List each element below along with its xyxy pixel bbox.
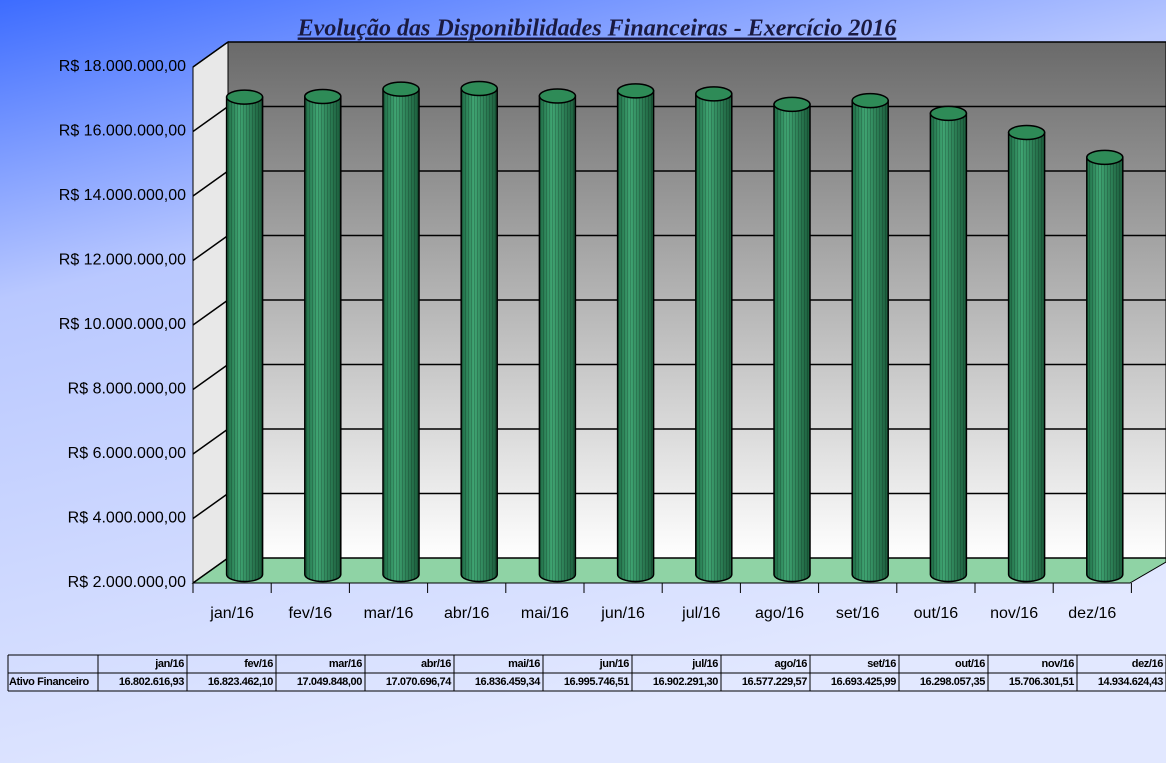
y-tick-label: R$ 10.000.000,00: [59, 316, 186, 333]
bar-top: [225, 89, 264, 105]
table-header: jun/16: [599, 658, 630, 670]
x-tick-label: jun/16: [600, 605, 645, 622]
table-row-label: Ativo Financeiro: [9, 676, 89, 688]
table-header: mar/16: [329, 658, 362, 670]
x-tick-label: set/16: [836, 605, 880, 622]
bar-top: [460, 80, 498, 97]
y-tick-label: R$ 16.000.000,00: [59, 123, 186, 140]
y-tick-label: R$ 8.000.000,00: [68, 381, 186, 398]
bar-stripes: [774, 104, 810, 582]
bar-stripes: [1008, 132, 1045, 582]
table-header: jan/16: [154, 658, 184, 670]
grid-line-side: [192, 234, 229, 262]
grid-line-side: [192, 428, 229, 455]
x-tick-label: nov/16: [990, 605, 1038, 622]
x-tick-label: dez/16: [1068, 605, 1116, 622]
bar-stripes: [617, 90, 654, 582]
bar-stripes: [1086, 157, 1123, 582]
bar-stripes: [304, 96, 341, 582]
grid-line-side: [192, 299, 229, 326]
table-header: fev/16: [244, 658, 273, 670]
table-value: 16.836.459,34: [475, 676, 541, 688]
table-header: ago/16: [775, 658, 808, 670]
y-tick-label: R$ 18.000.000,00: [59, 58, 186, 75]
bar-top: [382, 81, 420, 97]
bar-stripes: [930, 113, 967, 582]
bar-top: [695, 86, 733, 102]
bar-stripes: [226, 97, 263, 582]
bar-top: [304, 88, 342, 105]
table-header: mai/16: [508, 658, 540, 670]
y-tick-label: R$ 2.000.000,00: [68, 574, 186, 591]
bar-top: [616, 83, 655, 99]
x-tick-label: mai/16: [521, 605, 569, 622]
table-value: 16.693.425,99: [831, 676, 896, 688]
table-value: 17.070.696,74: [386, 676, 452, 688]
bar-top: [1007, 124, 1046, 141]
table-header: abr/16: [421, 658, 451, 670]
table-value: 16.902.291,30: [653, 676, 718, 688]
table-header: out/16: [955, 658, 985, 670]
x-tick-label: out/16: [914, 605, 959, 622]
table-header: set/16: [867, 658, 896, 670]
bar-stripes: [383, 89, 419, 582]
y-tick-label: R$ 12.000.000,00: [59, 252, 186, 269]
table-value: 15.706.301,51: [1009, 676, 1074, 688]
table-value: 16.577.229,57: [742, 676, 807, 688]
x-tick-label: mar/16: [364, 605, 414, 622]
table-value: 14.934.624,43: [1098, 676, 1163, 688]
bar-top: [538, 88, 577, 104]
table-value: 16.298.057,35: [920, 676, 985, 688]
table-header: jul/16: [691, 658, 718, 670]
table-header: nov/16: [1042, 658, 1075, 670]
grid-line-side: [192, 105, 229, 133]
y-tick-label: R$ 4.000.000,00: [68, 510, 186, 527]
table-value: 16.823.462,10: [208, 676, 273, 688]
grid-line-side: [192, 363, 229, 391]
bar-stripes: [461, 88, 498, 582]
bar-stripes: [852, 100, 889, 582]
chart-title: Evolução das Disponibilidades Financeira…: [297, 16, 897, 42]
bar-top: [929, 105, 968, 122]
x-tick-label: jul/16: [681, 605, 720, 622]
bar-stripes: [539, 96, 576, 582]
grid-line-side: [192, 170, 229, 197]
grid-line-side: [192, 41, 229, 68]
x-tick-label: jan/16: [209, 605, 254, 622]
x-tick-label: ago/16: [755, 605, 804, 622]
grid-line-side: [192, 492, 229, 520]
bar-top: [851, 92, 889, 109]
bar-top: [773, 96, 811, 113]
x-tick-label: fev/16: [289, 605, 333, 622]
bar-stripes: [695, 93, 732, 582]
table-value: 17.049.848,00: [297, 676, 362, 688]
y-tick-label: R$ 6.000.000,00: [68, 445, 186, 462]
grid-line-side: [192, 557, 229, 584]
table-value: 16.802.616,93: [119, 676, 184, 688]
table-header: dez/16: [1132, 658, 1164, 670]
table-value: 16.995.746,51: [564, 676, 629, 688]
bar-top: [1086, 149, 1124, 166]
y-tick-label: R$ 14.000.000,00: [59, 187, 186, 204]
x-tick-label: abr/16: [444, 605, 489, 622]
